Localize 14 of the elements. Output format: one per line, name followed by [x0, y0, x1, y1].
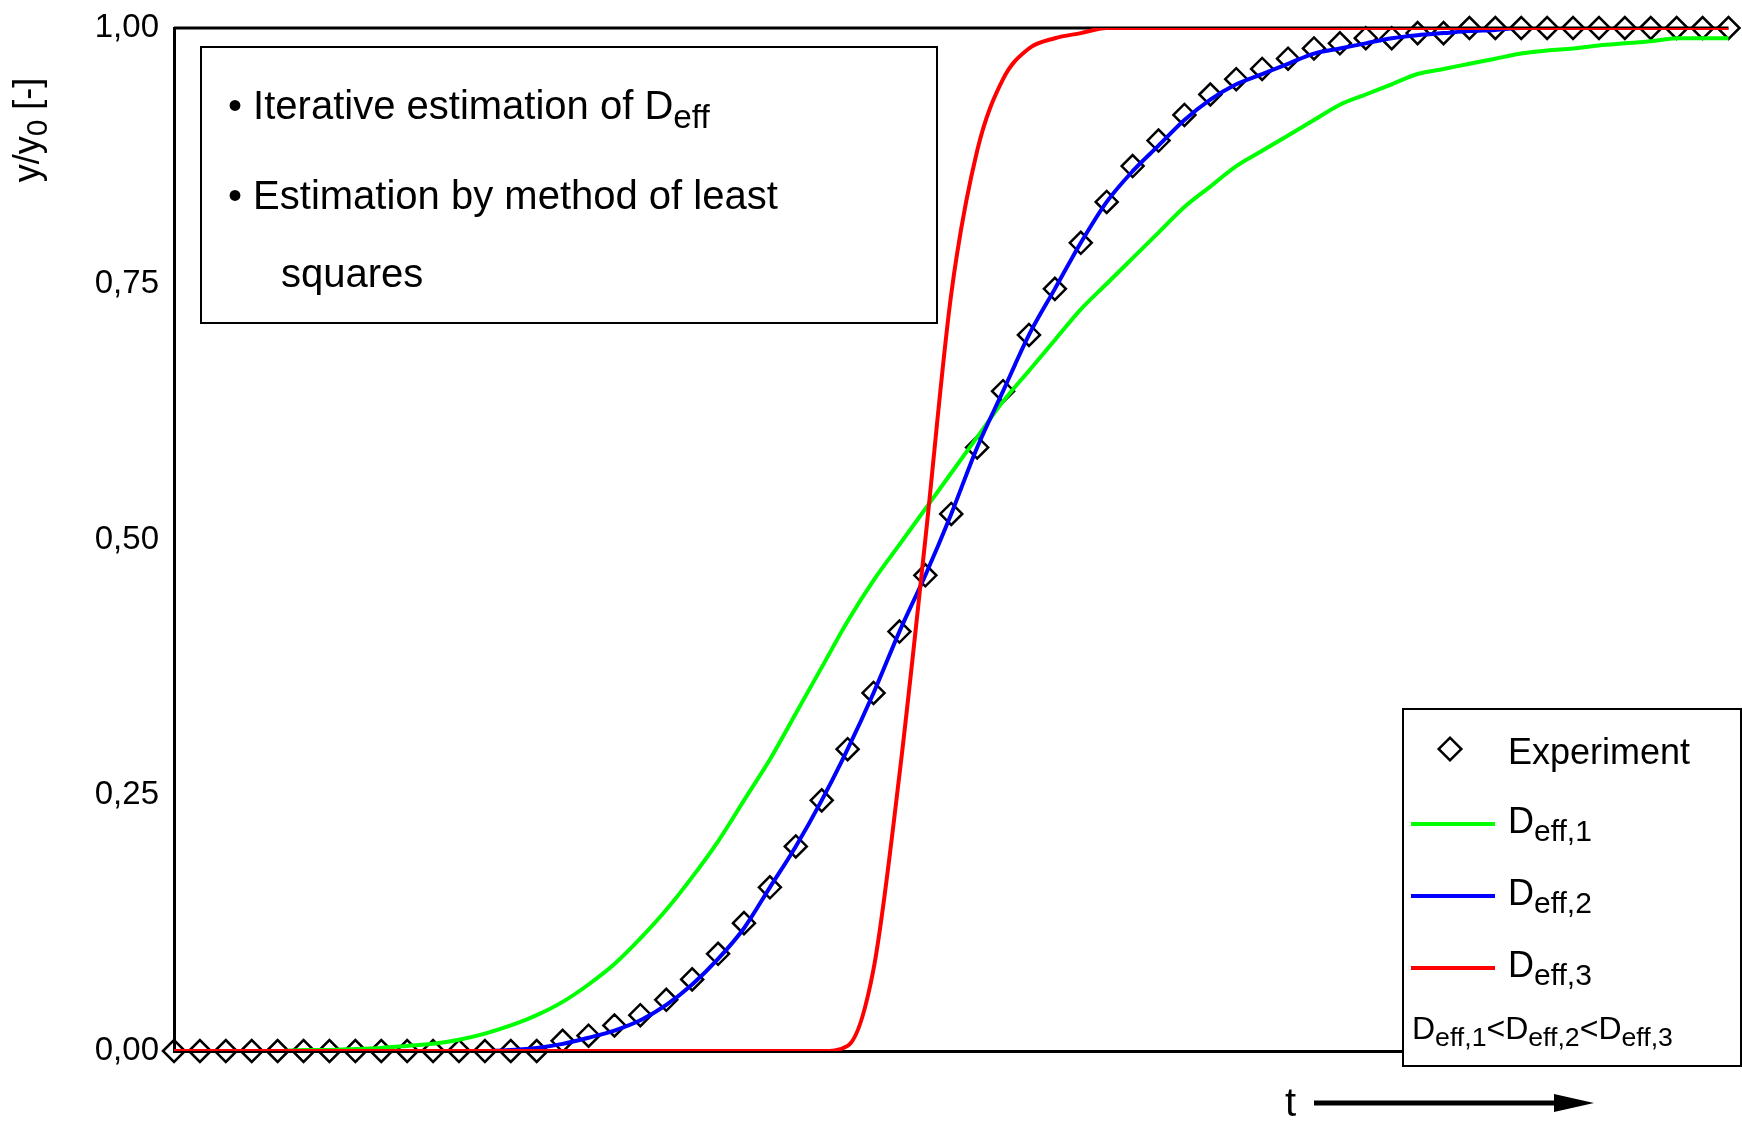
y-tick-label: 0,00 — [94, 1030, 159, 1068]
note-box: • Iterative estimation of D$_{eff}$ • Estimation by method of least squares — [200, 46, 938, 324]
annotation: • Iterative estimation of D$_{eff}$ — [228, 82, 711, 137]
legend-label: D$_{eff,2}$ — [1508, 871, 1592, 921]
x-axis-title: t — [1285, 1080, 1297, 1121]
y-tick-label: 0,25 — [94, 774, 159, 812]
y-tick-label: 1,00 — [94, 7, 159, 45]
annotation: D$_{eff,1}$<D$_{eff,2}$<D$_{eff,3}$ — [1411, 1009, 1674, 1055]
legend-label: D$_{eff,1}$ — [1508, 799, 1592, 849]
annotation: • Estimation by method of least squares — [228, 172, 779, 297]
y-tick-label: 0,75 — [94, 262, 159, 300]
y-tick-label: 0,50 — [94, 518, 159, 556]
legend-label: D$_{eff,3}$ — [1508, 943, 1592, 993]
legend-label: Experiment — [1508, 731, 1691, 773]
